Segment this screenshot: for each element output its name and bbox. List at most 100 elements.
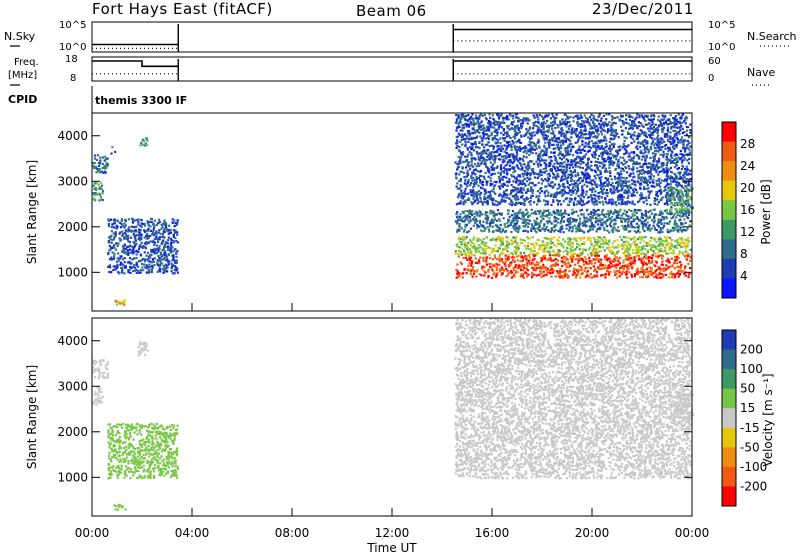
heatmap-cell (464, 253, 468, 256)
heatmap-cell (506, 269, 509, 272)
heatmap-cell (590, 260, 593, 263)
heatmap-cell (153, 237, 156, 241)
heatmap-cell (662, 168, 665, 171)
heatmap-cell (565, 165, 568, 168)
heatmap-cell (608, 166, 611, 169)
heatmap-cell (579, 193, 583, 196)
heatmap-cell (480, 182, 483, 185)
heatmap-cell (565, 122, 568, 125)
heatmap-cell (471, 146, 474, 149)
heatmap-cell (583, 203, 586, 206)
heatmap-cell (665, 211, 668, 214)
heatmap-cell (627, 236, 630, 239)
heatmap-cell (577, 189, 580, 192)
heatmap-cell (668, 168, 671, 171)
heatmap-cell (455, 118, 458, 121)
heatmap-cell (630, 257, 633, 260)
heatmap-cell (501, 261, 504, 264)
heatmap-cell (493, 254, 496, 257)
heatmap-cell (670, 257, 673, 260)
heatmap-cell (164, 259, 167, 262)
heatmap-cell (645, 202, 649, 206)
heatmap-cell (585, 180, 588, 183)
heatmap-cell (123, 299, 126, 302)
heatmap-cell (474, 173, 477, 176)
heatmap-cell (488, 266, 492, 269)
heatmap-cell (664, 178, 667, 181)
heatmap-cell (680, 176, 683, 179)
heatmap-cell (498, 247, 501, 250)
heatmap-cell (502, 217, 505, 220)
heatmap-cell (543, 152, 546, 155)
heatmap-cell (96, 154, 100, 157)
heatmap-cell (635, 269, 638, 272)
heatmap-cell (532, 227, 535, 230)
heatmap-cell (482, 269, 485, 272)
heatmap-cell (102, 171, 105, 174)
heatmap-cell (632, 172, 635, 175)
heatmap-cell (507, 124, 510, 128)
heatmap-cell (643, 187, 646, 191)
heatmap-cell (114, 268, 117, 271)
heatmap-cell (687, 162, 690, 165)
heatmap-cell (468, 209, 472, 212)
heatmap-cell (485, 183, 488, 187)
heatmap-cell (645, 276, 648, 279)
heatmap-cell (527, 178, 531, 181)
heatmap-cell (683, 272, 686, 275)
heatmap-cell (617, 250, 620, 253)
heatmap-cell (494, 256, 497, 259)
heatmap-cell (662, 225, 666, 228)
heatmap-cell (95, 188, 98, 191)
heatmap-cell (500, 273, 503, 276)
heatmap-cell (522, 201, 525, 205)
heatmap-cell (137, 250, 140, 254)
heatmap-cell (574, 188, 577, 191)
heatmap-cell (99, 159, 102, 162)
heatmap-cell (550, 121, 553, 125)
heatmap-cell (577, 195, 580, 198)
heatmap-cell (552, 143, 555, 146)
heatmap-cell (119, 263, 122, 266)
heatmap-cell (505, 163, 509, 166)
heatmap-cell (573, 237, 576, 240)
heatmap-cell (633, 230, 636, 233)
heatmap-cell (502, 199, 505, 202)
heatmap-cell (124, 218, 127, 222)
heatmap-cell (569, 169, 572, 173)
heatmap-cell (638, 155, 641, 158)
heatmap-cell (670, 238, 674, 242)
heatmap-cell (636, 167, 639, 170)
heatmap-cell (483, 195, 486, 199)
heatmap-cell (516, 158, 519, 161)
heatmap-cell (608, 181, 611, 184)
heatmap-cell (145, 254, 148, 257)
heatmap-cell (548, 269, 551, 273)
heatmap-cell (620, 203, 623, 206)
heatmap-cell (99, 186, 102, 189)
heatmap-cell (578, 264, 581, 267)
heatmap-cell (149, 234, 152, 238)
heatmap-cell (557, 252, 560, 255)
heatmap-cell (518, 189, 521, 192)
heatmap-cell (515, 222, 518, 225)
heatmap-cell (457, 155, 460, 159)
heatmap-cell (457, 238, 460, 241)
heatmap-cell (581, 185, 584, 188)
heatmap-cell (614, 177, 617, 180)
heatmap-cell (617, 202, 621, 205)
heatmap-cell (149, 225, 152, 228)
heatmap-cell (645, 199, 648, 202)
heatmap-cell (661, 212, 664, 215)
heatmap-cell (114, 234, 117, 237)
heatmap-cell (494, 244, 497, 247)
heatmap-cell (466, 155, 469, 158)
heatmap-cell (472, 218, 475, 221)
heatmap-cell (503, 263, 506, 266)
heatmap-cell (540, 125, 544, 128)
heatmap-cell (626, 192, 629, 195)
heatmap-cell (552, 259, 555, 262)
heatmap-cell (464, 140, 467, 143)
heatmap-cell (502, 129, 505, 132)
heatmap-cell (533, 273, 536, 276)
